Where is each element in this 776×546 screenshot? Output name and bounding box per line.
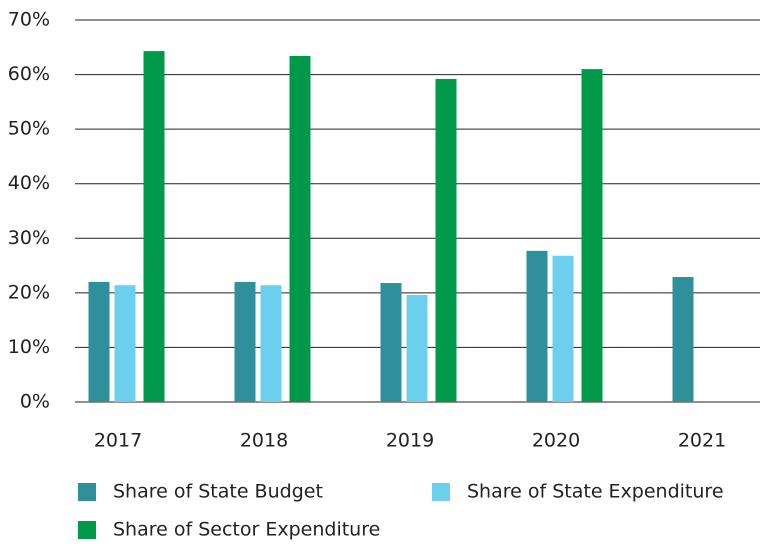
bar bbox=[672, 277, 694, 402]
bar bbox=[380, 283, 402, 402]
legend-label: Share of State Expenditure bbox=[467, 481, 724, 503]
legend-label: Share of State Budget bbox=[113, 481, 323, 503]
x-tick-label: 2021 bbox=[678, 430, 726, 452]
legend-swatch bbox=[78, 521, 96, 539]
y-tick-label: 50% bbox=[8, 118, 50, 140]
x-tick-label: 2019 bbox=[386, 430, 434, 452]
y-tick-label: 70% bbox=[8, 9, 50, 31]
x-tick-label: 2018 bbox=[240, 430, 288, 452]
legend-label: Share of Sector Expenditure bbox=[113, 519, 380, 541]
bar bbox=[581, 69, 603, 402]
x-tick-label: 2020 bbox=[532, 430, 580, 452]
legend-swatch bbox=[78, 483, 96, 501]
y-tick-label: 60% bbox=[8, 63, 50, 85]
legend-swatch bbox=[432, 483, 450, 501]
bar bbox=[552, 255, 574, 402]
y-tick-label: 10% bbox=[8, 336, 50, 358]
bar bbox=[114, 285, 136, 402]
bar bbox=[435, 78, 457, 403]
x-tick-label: 2017 bbox=[94, 430, 142, 452]
bar bbox=[88, 281, 110, 402]
y-tick-label: 40% bbox=[8, 172, 50, 194]
y-tick-label: 0% bbox=[20, 391, 50, 413]
bar bbox=[143, 51, 165, 402]
bar bbox=[234, 281, 256, 402]
y-tick-label: 30% bbox=[8, 227, 50, 249]
bar bbox=[526, 250, 548, 402]
bar bbox=[406, 295, 428, 402]
bar bbox=[260, 285, 282, 402]
y-tick-label: 20% bbox=[8, 281, 50, 303]
bar bbox=[289, 56, 311, 402]
